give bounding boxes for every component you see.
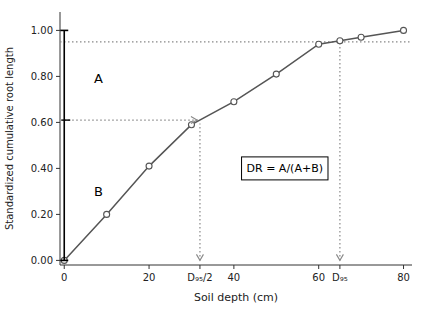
formula-text: DR = A/(A+B) (247, 162, 323, 175)
x-tick (233, 265, 234, 269)
y-tick-label: 0.80 (31, 71, 53, 82)
point (337, 38, 343, 44)
x-tick-label: 40 (228, 272, 241, 283)
point (231, 99, 237, 105)
y-tick (56, 122, 60, 123)
x-tick (149, 265, 150, 269)
reference-line (64, 119, 200, 120)
y-tick-label: 0.40 (31, 163, 53, 174)
x-axis-label: Soil depth (cm) (194, 291, 278, 304)
point (401, 27, 407, 33)
annotation: B (94, 184, 103, 199)
x-tick-label: 0 (61, 272, 67, 283)
x-tick-label: 60 (312, 272, 325, 283)
point (146, 163, 152, 169)
y-tick (56, 168, 60, 169)
y-tick (56, 214, 60, 215)
y-tick-label: 0.60 (31, 117, 53, 128)
reference-line (339, 42, 340, 261)
bracket (63, 30, 65, 260)
y-tick-label: 0.00 (31, 255, 53, 266)
x-tick (199, 265, 200, 269)
chart: 0 20 D₉₅/2 40 60 D₉₅ 80 0.00 0.20 0.40 0.60 0.80 1.0… (0, 0, 424, 311)
series-line (64, 30, 403, 260)
formula: DR = A/(A+B) (242, 157, 328, 180)
reference-arrow (196, 254, 203, 260)
y-tick-label: 0.20 (31, 209, 53, 220)
x-tick-label: D₉₅ (332, 272, 348, 283)
y-tick-label: 1.00 (31, 25, 53, 36)
x-axis (60, 265, 412, 266)
point (316, 41, 322, 47)
bracket-cap (60, 260, 68, 262)
x-tick-label: 20 (143, 272, 156, 283)
y-tick (56, 76, 60, 77)
reference-arrow (191, 117, 197, 124)
annotation: A (94, 71, 103, 86)
reference-line (60, 41, 412, 42)
x-tick (339, 265, 340, 269)
y-tick (56, 260, 60, 261)
point (273, 71, 279, 77)
y-tick (56, 30, 60, 31)
reference-line (199, 124, 200, 261)
point (358, 34, 364, 40)
y-axis-label: Standardized cumulative root length (4, 47, 15, 230)
x-tick (64, 265, 65, 269)
x-tick (403, 265, 404, 269)
x-tick-label: 80 (397, 272, 410, 283)
formula-box (242, 157, 328, 180)
plot-area (60, 27, 412, 263)
bracket-mid (61, 119, 70, 120)
x-tick (318, 265, 319, 269)
y-axis (60, 12, 61, 265)
x-tick-label: D₉₅/2 (187, 272, 212, 283)
point (104, 211, 110, 217)
reference-arrow (336, 254, 343, 260)
bracket-cap (60, 30, 68, 32)
